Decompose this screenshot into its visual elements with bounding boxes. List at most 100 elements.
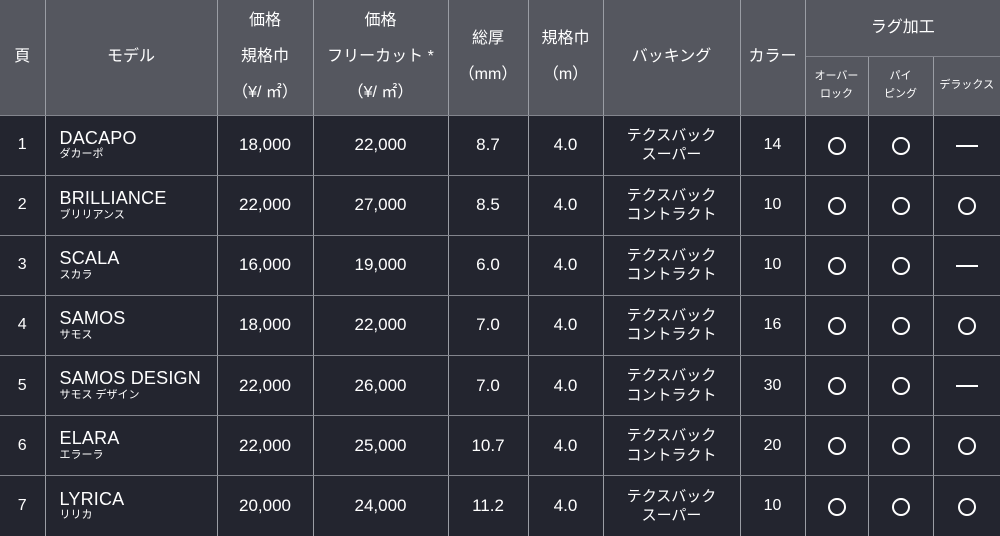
price-standard-cell: 22,000 <box>216 415 314 477</box>
col-header-rug-group: ラグ加工 <box>804 0 1000 57</box>
table-row: 7 LYRICA リリカ 20,000 24,000 11.2 4.0 テクスバック スーパー… <box>0 475 1000 536</box>
backing-cell: テクスバック コントラクト <box>602 415 741 477</box>
model-name-ja: スカラ <box>59 268 93 281</box>
piping-cell <box>867 234 934 296</box>
width-cell: 4.0 <box>527 114 604 176</box>
available-circle-mark <box>827 256 846 275</box>
model-name-en: BRILLIANCE <box>59 187 167 208</box>
piping-cell <box>867 475 934 536</box>
col-header-price-freecut: 価格 フリーカット * （¥/ ㎡） <box>312 0 449 116</box>
width-cell: 4.0 <box>527 174 604 236</box>
width-cell: 4.0 <box>527 415 604 477</box>
model-name-ja: ダカーポ <box>59 148 104 161</box>
col-header-model: モデル <box>44 0 218 116</box>
color-count-cell: 14 <box>739 114 806 176</box>
color-count-cell: 10 <box>739 475 806 536</box>
available-circle-mark <box>891 256 910 275</box>
price-freecut-cell: 19,000 <box>312 234 449 296</box>
col-header-page: 頁 <box>0 0 46 116</box>
price-freecut-cell: 27,000 <box>312 174 449 236</box>
model-name-en: ELARA <box>59 428 120 449</box>
col-header-overlock: オーバー ロック <box>805 55 869 116</box>
page-cell: 5 <box>0 355 46 417</box>
color-count-cell: 30 <box>739 355 806 417</box>
piping-cell <box>867 114 934 176</box>
available-circle-mark <box>957 497 976 516</box>
header-row-main: 頁 モデル 価格 規格巾 （¥/ ㎡） 価格 フリーカット * （¥/ ㎡） 総… <box>0 0 1000 116</box>
thickness-cell: 8.5 <box>447 174 529 236</box>
price-standard-cell: 18,000 <box>216 114 314 176</box>
table-row: 2 BRILLIANCE ブリリアンス 22,000 27,000 8.5 4.0 テクスバッ… <box>0 174 1000 236</box>
page-cell: 1 <box>0 114 46 176</box>
deluxe-cell <box>932 415 1000 477</box>
unavailable-dash-mark <box>955 144 978 147</box>
unavailable-dash-mark <box>955 385 978 388</box>
page-cell: 3 <box>0 234 46 296</box>
width-cell: 4.0 <box>527 475 604 536</box>
piping-cell <box>867 294 934 357</box>
model-cell: BRILLIANCE ブリリアンス <box>44 174 218 236</box>
available-circle-mark <box>957 196 976 215</box>
overlock-cell <box>804 174 869 236</box>
col-header-color: カラー <box>739 0 806 116</box>
model-name-ja: エラーラ <box>59 449 104 462</box>
thickness-cell: 7.0 <box>447 294 529 357</box>
available-circle-mark <box>891 196 910 215</box>
col-header-backing: バッキング <box>602 0 741 116</box>
available-circle-mark <box>891 437 910 456</box>
col-header-thickness: 総厚 （mm） <box>447 0 529 116</box>
backing-cell: テクスバック コントラクト <box>602 174 741 236</box>
model-name-ja: リリカ <box>59 509 93 522</box>
width-cell: 4.0 <box>527 355 604 417</box>
header-row-sub: オーバー ロック パイ ピング デラックス <box>0 55 1000 116</box>
table-row: 6 ELARA エラーラ 22,000 25,000 10.7 4.0 テクスバック コントラ… <box>0 415 1000 477</box>
page-cell: 6 <box>0 415 46 477</box>
model-cell: SCALA スカラ <box>44 234 218 296</box>
price-freecut-cell: 25,000 <box>312 415 449 477</box>
col-header-piping: パイ ピング <box>867 55 934 116</box>
thickness-cell: 6.0 <box>447 234 529 296</box>
piping-cell <box>867 174 934 236</box>
color-count-cell: 10 <box>739 234 806 296</box>
overlock-cell <box>804 415 869 477</box>
col-header-deluxe: デラックス <box>932 55 1000 116</box>
thickness-cell: 7.0 <box>447 355 529 417</box>
available-circle-mark <box>827 437 846 456</box>
available-circle-mark <box>957 317 976 335</box>
model-cell: ELARA エラーラ <box>44 415 218 477</box>
overlock-cell <box>804 355 869 417</box>
page-cell: 2 <box>0 174 46 236</box>
model-cell: LYRICA リリカ <box>44 475 218 536</box>
col-header-width: 規格巾 （m） <box>527 0 604 116</box>
available-circle-mark <box>891 317 910 335</box>
color-count-cell: 10 <box>739 174 806 236</box>
price-standard-cell: 16,000 <box>216 234 314 296</box>
table-body: 1 DACAPO ダカーポ 18,000 22,000 8.7 4.0 テクスバック スーパー… <box>0 114 1000 536</box>
price-standard-cell: 22,000 <box>216 174 314 236</box>
table-row: 1 DACAPO ダカーポ 18,000 22,000 8.7 4.0 テクスバック スーパー… <box>0 114 1000 176</box>
price-freecut-cell: 24,000 <box>312 475 449 536</box>
piping-cell <box>867 355 934 417</box>
model-cell: DACAPO ダカーポ <box>44 114 218 176</box>
thickness-cell: 10.7 <box>447 415 529 477</box>
overlock-cell <box>804 475 869 536</box>
backing-cell: テクスバック コントラクト <box>602 234 741 296</box>
table-row: 3 SCALA スカラ 16,000 19,000 6.0 4.0 テクスバック コントラクト… <box>0 234 1000 296</box>
price-standard-cell: 18,000 <box>216 294 314 357</box>
available-circle-mark <box>891 136 910 155</box>
price-freecut-cell: 22,000 <box>312 114 449 176</box>
available-circle-mark <box>827 196 846 215</box>
available-circle-mark <box>891 377 910 396</box>
backing-cell: テクスバック スーパー <box>602 475 741 536</box>
price-freecut-cell: 22,000 <box>312 294 449 357</box>
width-cell: 4.0 <box>527 234 604 296</box>
deluxe-cell <box>932 114 1000 176</box>
backing-cell: テクスバック コントラクト <box>602 294 741 357</box>
table-header: 頁 モデル 価格 規格巾 （¥/ ㎡） 価格 フリーカット * （¥/ ㎡） 総… <box>0 0 1000 116</box>
color-count-cell: 20 <box>739 415 806 477</box>
available-circle-mark <box>827 377 846 396</box>
unavailable-dash-mark <box>955 264 978 267</box>
overlock-cell <box>804 294 869 357</box>
width-cell: 4.0 <box>527 294 604 357</box>
